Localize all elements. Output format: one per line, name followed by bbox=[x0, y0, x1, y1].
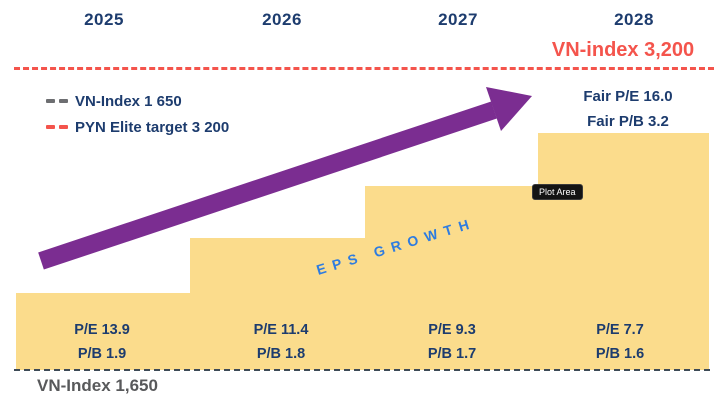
pb-value: P/B 1.9 bbox=[77, 346, 127, 362]
gray-dash-icon bbox=[46, 99, 68, 103]
target-dashed-line bbox=[14, 67, 714, 70]
pe-value: P/E 13.9 bbox=[74, 322, 130, 338]
year-label-2027: 2027 bbox=[438, 10, 478, 29]
baseline-label: VN-Index 1,650 bbox=[37, 376, 158, 395]
ratio-column-2027: P/E 9.3 P/B 1.7 bbox=[382, 318, 522, 366]
legend-label: PYN Elite target 3 200 bbox=[75, 118, 230, 136]
ratio-column-2028: P/E 7.7 P/B 1.6 bbox=[550, 318, 690, 366]
fair-pe-label: Fair P/E 16.0 bbox=[583, 88, 673, 105]
pe-value: P/E 7.7 bbox=[596, 322, 644, 338]
legend: VN-Index 1 650 PYN Elite target 3 200 bbox=[46, 88, 229, 140]
pb-value: P/B 1.7 bbox=[427, 346, 477, 362]
year-label-2026: 2026 bbox=[262, 10, 302, 29]
year-label-2025: 2025 bbox=[84, 10, 124, 29]
pe-value: P/E 9.3 bbox=[428, 322, 476, 338]
vn-index-target-label: VN-index 3,200 bbox=[551, 39, 695, 61]
ratio-column-2025: P/E 13.9 P/B 1.9 bbox=[32, 318, 172, 366]
year-label-2028: 2028 bbox=[614, 10, 654, 29]
legend-label: VN-Index 1 650 bbox=[75, 92, 182, 110]
eps-step-2025 bbox=[16, 293, 190, 370]
pb-value: P/B 1.6 bbox=[595, 346, 645, 362]
baseline-dashed-line bbox=[14, 369, 710, 371]
legend-item-vn-index: VN-Index 1 650 bbox=[46, 88, 229, 114]
plot-area-tooltip: Plot Area bbox=[532, 184, 583, 200]
ratio-column-2026: P/E 11.4 P/B 1.8 bbox=[211, 318, 351, 366]
red-dash-icon bbox=[46, 125, 68, 129]
legend-item-pyn-target: PYN Elite target 3 200 bbox=[46, 114, 229, 140]
eps-step-2028 bbox=[538, 133, 709, 370]
fair-pb-label: Fair P/B 3.2 bbox=[587, 113, 669, 130]
pb-value: P/B 1.8 bbox=[256, 346, 306, 362]
pe-value: P/E 11.4 bbox=[253, 322, 309, 338]
